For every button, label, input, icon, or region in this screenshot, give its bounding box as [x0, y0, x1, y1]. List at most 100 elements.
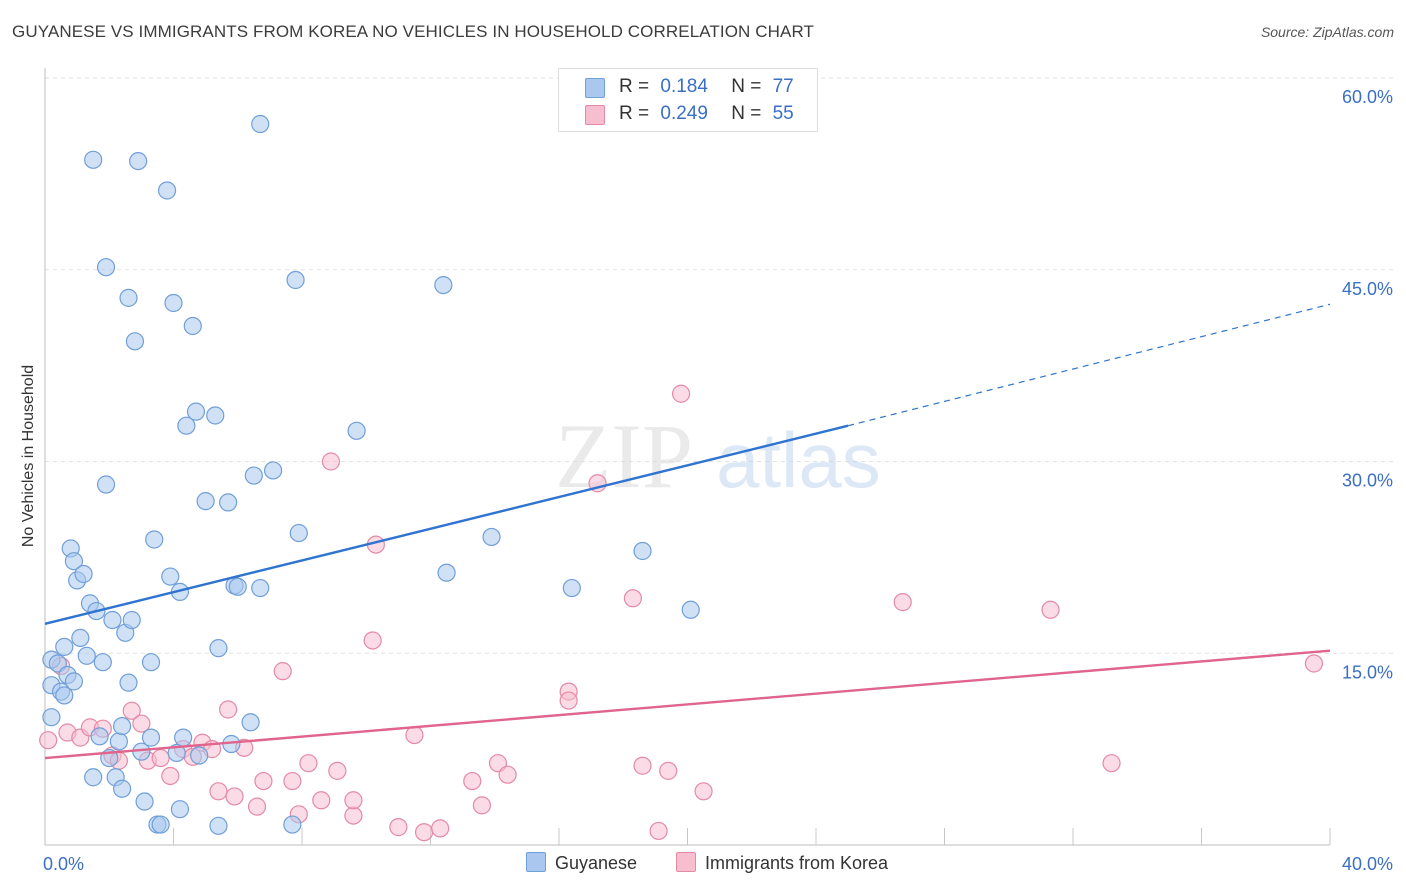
guyanese-point	[135, 792, 154, 811]
guyanese-point	[251, 578, 270, 598]
y-tick-label: 15.0%	[1342, 662, 1393, 682]
guyanese-point	[562, 578, 581, 598]
guyanese-point	[112, 779, 132, 798]
korea-point	[39, 731, 58, 750]
korea-point	[893, 593, 912, 612]
legend-n-value: 55	[772, 103, 794, 124]
guyanese-point	[241, 713, 260, 732]
guyanese-point	[347, 421, 366, 440]
korea-point	[312, 791, 331, 810]
y-tick-label: 30.0%	[1342, 471, 1393, 491]
bottom-legend-guyanese: Guyanese	[526, 852, 637, 874]
guyanese-point	[55, 686, 74, 705]
korea-point	[328, 761, 347, 780]
guyanese-point	[186, 402, 206, 421]
guyanese-point	[141, 728, 161, 747]
korea-point	[633, 756, 652, 775]
korea-point	[1041, 600, 1060, 619]
bottom-legend-swatch-korea	[676, 852, 696, 872]
y-tick-label: 60.0%	[1342, 87, 1393, 107]
y-axis-title: No Vehicles in Household	[20, 364, 37, 548]
guyanese-point	[119, 288, 138, 307]
korea-point	[209, 782, 228, 801]
korea-point	[659, 761, 678, 780]
guyanese-point	[286, 270, 305, 290]
y-tick-label: 45.0%	[1342, 279, 1393, 299]
guyanese-point	[482, 527, 501, 547]
guyanese-point	[93, 653, 112, 672]
korea-point	[671, 384, 691, 403]
guyanese-point	[64, 672, 84, 691]
korea-point	[431, 819, 450, 838]
legend-n-label: N =	[731, 76, 762, 97]
x-tick-label-min: 0.0%	[43, 854, 84, 874]
watermark-zip: ZIP	[555, 405, 693, 507]
legend-swatch-korea	[585, 105, 605, 125]
korea-point	[472, 796, 491, 815]
source-label: Source: ZipAtlas.com	[1260, 24, 1394, 40]
guyanese-point	[244, 466, 263, 485]
korea-point	[694, 782, 713, 801]
legend-r-value: 0.249	[660, 103, 708, 124]
legend-swatch-guyanese	[585, 78, 605, 98]
guyanese-point	[151, 815, 170, 834]
korea-point	[1304, 654, 1324, 673]
guyanese-point	[437, 563, 456, 582]
korea-point	[623, 589, 642, 608]
korea-point	[151, 748, 170, 768]
guyanese-point	[84, 768, 103, 787]
guyanese-point	[129, 151, 148, 171]
guyanese-point	[157, 181, 177, 200]
guyanese-point	[228, 577, 247, 596]
guyanese-point	[174, 728, 193, 747]
guyanese-point	[42, 708, 61, 727]
legend-n-label: N =	[731, 103, 762, 124]
bottom-legend-swatch-guyanese	[526, 852, 546, 872]
guyanese-point	[196, 492, 215, 511]
guyanese-trendline	[44, 424, 849, 626]
guyanese-point	[96, 475, 116, 494]
korea-point	[463, 771, 482, 791]
guyanese-point	[77, 646, 96, 665]
korea-point	[344, 791, 363, 810]
guyanese-point	[633, 541, 652, 561]
guyanese-point	[170, 800, 190, 819]
korea-point	[363, 631, 382, 650]
guyanese-point	[183, 316, 202, 336]
guyanese-point	[96, 258, 116, 277]
guyanese-point	[119, 673, 138, 692]
guyanese-point	[209, 639, 228, 658]
korea-point	[122, 701, 141, 720]
bottom-legend-korea: Immigrants from Korea	[676, 852, 888, 874]
x-tick-label-max: 40.0%	[1342, 854, 1393, 874]
watermark-atlas: atlas	[716, 416, 881, 504]
bottom-legend-label-guyanese: Guyanese	[555, 853, 638, 873]
guyanese-point	[209, 816, 228, 835]
guyanese-point	[251, 114, 270, 134]
korea-point	[1102, 754, 1121, 773]
legend-row-korea: R = 0.249 N = 55	[585, 103, 794, 125]
bottom-legend-label-korea: Immigrants from Korea	[705, 853, 889, 873]
korea-point	[389, 818, 408, 837]
korea-point	[344, 806, 363, 825]
guyanese-point	[164, 293, 183, 313]
guyanese-point	[109, 732, 128, 751]
legend-row-guyanese: R = 0.184 N = 77	[585, 76, 794, 98]
korea-trendline	[44, 649, 1331, 760]
korea-point	[254, 771, 273, 791]
guyanese-point	[125, 332, 145, 351]
legend-r-label: R =	[619, 103, 650, 124]
guyanese-trendline-extension	[847, 303, 1331, 427]
korea-point	[273, 662, 292, 681]
guyanese-point	[161, 567, 180, 586]
guyanese-point	[434, 275, 453, 295]
korea-point	[321, 452, 341, 471]
guyanese-point	[681, 600, 700, 619]
korea-point	[405, 725, 424, 745]
guyanese-point	[141, 653, 161, 672]
korea-point	[225, 787, 244, 806]
korea-point	[132, 714, 151, 733]
guyanese-point	[74, 564, 93, 584]
guyanese-point	[177, 416, 196, 435]
guyanese-point	[71, 628, 90, 648]
